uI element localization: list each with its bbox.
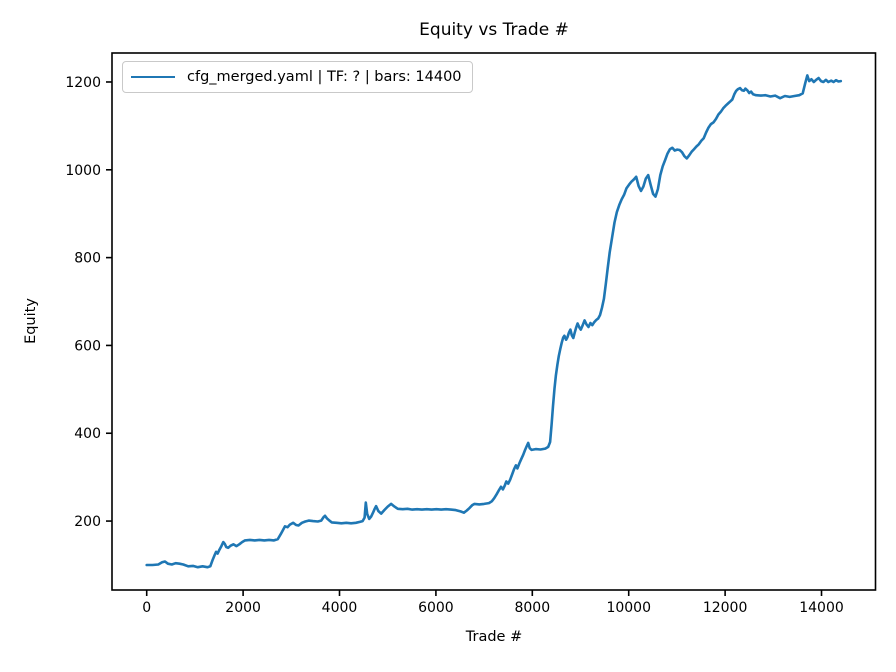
x-tick-label: 6000 [418, 600, 454, 616]
legend-line-sample [131, 75, 175, 79]
x-tick-label: 2000 [225, 600, 261, 616]
x-tick-label: 0 [142, 600, 151, 616]
x-tick-label: 4000 [322, 600, 358, 616]
x-tick-label: 12000 [703, 600, 748, 616]
y-axis-label: Equity [23, 298, 39, 344]
y-tick-label: 1000 [65, 163, 101, 179]
x-tick-label: 10000 [606, 600, 651, 616]
chart-title: Equity vs Trade # [419, 20, 569, 40]
y-tick-label: 1200 [65, 75, 101, 91]
legend: cfg_merged.yaml | TF: ? | bars: 14400 [122, 61, 473, 93]
x-tick-label: 8000 [514, 600, 550, 616]
y-tick-label: 200 [74, 514, 101, 530]
axes-spines [111, 52, 877, 591]
equity-line [145, 74, 843, 569]
x-axis-label: Trade # [465, 629, 523, 645]
y-tick-label: 600 [74, 338, 101, 354]
legend-label: cfg_merged.yaml | TF: ? | bars: 14400 [187, 69, 462, 85]
x-tick-label: 14000 [799, 600, 844, 616]
y-tick-label: 400 [74, 426, 101, 442]
y-tick-label: 800 [74, 251, 101, 267]
